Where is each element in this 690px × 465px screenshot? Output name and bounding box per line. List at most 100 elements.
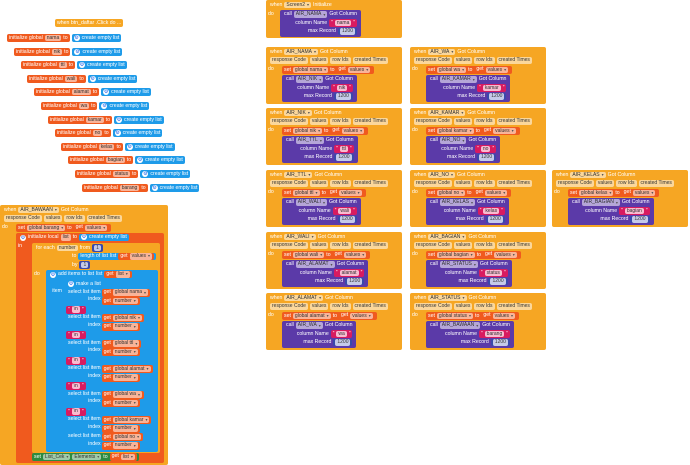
event-param[interactable]: response Code: [270, 180, 308, 187]
event-param[interactable]: row Ids: [474, 180, 495, 187]
max-record-number[interactable]: 1200: [337, 215, 357, 223]
call-header[interactable]: call AIR_STATUS ▾ Got Column: [428, 261, 510, 269]
event-params[interactable]: response Code values row Ids created Times: [412, 303, 534, 311]
btn-daftar-click-event[interactable]: when btn_daftar .Click do ...: [55, 19, 124, 27]
number-value[interactable]: 1200: [492, 339, 508, 346]
component-dropdown[interactable]: AIR_STATUS ▾: [439, 261, 478, 268]
event-header[interactable]: when AIR_NIK ▾ Got Column: [268, 109, 344, 117]
column-name-socket[interactable]: column Name “ttl”: [298, 145, 355, 153]
variable-dropdown[interactable]: global nama ▾: [112, 289, 149, 296]
number-value[interactable]: 1200: [632, 216, 648, 223]
max-record-socket[interactable]: max Record 1200: [301, 338, 354, 347]
global-name[interactable]: no: [92, 129, 103, 137]
create-empty-list-block[interactable]: ⚙ create empty list: [135, 156, 185, 164]
get-number-block[interactable]: get number ▾: [101, 373, 140, 382]
number-value[interactable]: 1200: [335, 93, 351, 100]
event-param[interactable]: row Ids: [330, 242, 351, 249]
get-list-block[interactable]: get list ▾: [104, 270, 132, 278]
got-column-event-air_nama[interactable]: when AIR_NAMA ▾ Got Column response Code valu…: [266, 47, 402, 104]
event-param[interactable]: created Times: [86, 215, 122, 222]
initialize-global-kamar[interactable]: initialize global kamar to: [48, 116, 112, 124]
add-items-to-list-block[interactable]: ⚙ add items to list list get list ▾ item ⚙ make …: [46, 269, 158, 452]
event-header[interactable]: when AIR_NO ▾ Got Column: [412, 171, 487, 179]
event-param[interactable]: values: [309, 180, 329, 187]
max-record-number[interactable]: 1200: [477, 153, 497, 161]
variable-dropdown[interactable]: global bagian ▾: [436, 251, 475, 259]
gear-icon[interactable]: ⚙: [137, 157, 144, 163]
variable-dropdown[interactable]: global ttl ▾: [112, 340, 140, 347]
text-value[interactable]: wali: [338, 207, 351, 214]
column-name-text[interactable]: “wali”: [332, 207, 357, 215]
number-value[interactable]: 1200: [336, 154, 352, 161]
global-name[interactable]: status: [112, 170, 131, 178]
variable-dropdown[interactable]: global ttl ▾: [292, 189, 320, 197]
set-variable-block[interactable]: set global wali ▾ to get values ▾: [282, 251, 371, 259]
get-number-block[interactable]: get number ▾: [101, 399, 140, 407]
text-value[interactable]: \n: [71, 408, 80, 415]
event-param[interactable]: response Code: [270, 242, 308, 249]
get-item-list-block[interactable]: get global kamar ▾: [101, 416, 152, 424]
text-value[interactable]: \n: [71, 306, 80, 313]
create-empty-list-block[interactable]: ⚙ create empty list: [72, 48, 123, 56]
call-header[interactable]: call AIR_ALAMAT ▾ Got Column: [284, 261, 366, 269]
variable-dropdown[interactable]: number ▾: [112, 442, 138, 449]
make-a-list-block[interactable]: ⚙ make a list select list item index get glob…: [64, 279, 156, 451]
call-header[interactable]: call AIR_NO ▾ Got Column: [428, 137, 498, 145]
event-header[interactable]: when AIR_STATUS ▾ Got Column: [412, 294, 498, 302]
column-name-text[interactable]: “alamat”: [333, 269, 365, 277]
event-params[interactable]: response Code values row Ids created Times: [554, 180, 676, 188]
event-param[interactable]: response Code: [270, 57, 308, 64]
column-name-text[interactable]: “status”: [478, 269, 508, 277]
event-params[interactable]: response Code values row Ids created Times: [268, 180, 390, 188]
gear-icon[interactable]: ⚙: [89, 76, 96, 82]
create-empty-list-block[interactable]: ⚙ create empty list: [140, 170, 191, 178]
set-variable-block[interactable]: set global bagian ▾ to get values ▾: [426, 251, 521, 259]
column-name-socket[interactable]: column Name “barang”: [443, 330, 512, 338]
event-param[interactable]: created Times: [352, 303, 388, 310]
get-values-block[interactable]: get values ▾: [481, 312, 518, 320]
event-header[interactable]: when AIR_TTL ▾ Got Column: [268, 171, 344, 179]
event-body[interactable]: set global nik ▾ to get values ▾ call AIR_TTL ▾ Go…: [280, 126, 370, 164]
call-get-column-block[interactable]: call AIR_STATUS ▾ Got Column column Name “sta…: [426, 259, 512, 287]
event-param[interactable]: response Code: [414, 57, 452, 64]
create-empty-list-block[interactable]: ⚙ create empty list: [124, 143, 175, 151]
event-params[interactable]: response Code values row Ids created Times: [268, 242, 390, 250]
variable-dropdown[interactable]: values ▾: [84, 224, 108, 231]
gear-icon[interactable]: ⚙: [68, 281, 74, 287]
event-param[interactable]: values: [453, 180, 473, 187]
create-empty-list-block[interactable]: ⚙ create empty list: [79, 233, 129, 241]
component-dropdown[interactable]: AIR_TTL ▾: [284, 171, 313, 179]
global-name[interactable]: nik: [51, 48, 63, 56]
max-record-number[interactable]: 1200: [488, 277, 508, 285]
event-params[interactable]: response Code values row Ids created Times: [268, 303, 390, 311]
number-value[interactable]: 1200: [479, 154, 495, 161]
set-variable-block[interactable]: set global kamar ▾ to get values ▾: [426, 127, 520, 135]
call-get-column-block[interactable]: call AIR_ALAMAT ▾ Got Column column Name “ala…: [282, 259, 369, 287]
create-empty-list-block[interactable]: ⚙ create empty list: [87, 75, 138, 83]
event-param[interactable]: created Times: [352, 57, 388, 64]
create-empty-list-block[interactable]: ⚙ create empty list: [101, 88, 151, 96]
number-value[interactable]: 1: [94, 244, 101, 251]
initialize-local-block[interactable]: ⚙ initialize local list to ⚙ create empty lis…: [16, 232, 165, 463]
event-param[interactable]: values: [453, 242, 473, 249]
get-values-block[interactable]: get values ▾: [327, 189, 364, 197]
call-get-column-block[interactable]: call AIR_TTL ▾ Got Column column Name “ttl” ma…: [282, 135, 358, 163]
call-header[interactable]: call AIR_WALI ▾ Got Column: [284, 199, 359, 207]
gear-icon[interactable]: ⚙: [103, 89, 110, 95]
max-record-number[interactable]: 1200: [487, 92, 507, 100]
event-param[interactable]: created Times: [352, 180, 388, 187]
event-params[interactable]: response Code values row Ids created Times: [412, 57, 534, 65]
gear-icon[interactable]: ⚙: [81, 234, 88, 241]
initialize-global-barang[interactable]: initialize global barang to: [82, 184, 148, 192]
variable-dropdown[interactable]: values ▾: [484, 189, 508, 196]
event-param[interactable]: response Code: [414, 180, 452, 187]
column-name-text[interactable]: “bagian”: [619, 207, 650, 215]
length-of-list-block[interactable]: length of list list get values ▾: [78, 252, 157, 260]
event-header[interactable]: when AIR_KAMAR ▾ Got Column: [412, 109, 497, 117]
global-name[interactable]: bagian: [105, 156, 125, 164]
number-value[interactable]: 1200: [335, 339, 351, 346]
got-column-event-air_alamat[interactable]: when AIR_ALAMAT ▾ Got Column response Code va…: [266, 293, 402, 350]
call-header[interactable]: call AIR_WA ▾ Got Column: [284, 322, 354, 330]
call-header[interactable]: call AIR_NIK ▾ Got Column: [284, 76, 355, 84]
event-param[interactable]: values: [453, 118, 473, 125]
